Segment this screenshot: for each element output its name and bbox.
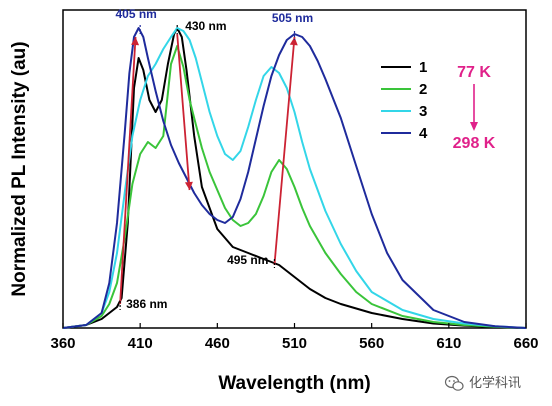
x-ticks: 360 410 460 510 560 610 660 (50, 323, 539, 352)
annotation-label-2: 505 nm (272, 11, 313, 25)
x-tick-label-5: 610 (436, 335, 461, 352)
trend-arrow-2 (273, 36, 298, 266)
y-axis-title: Normalized PL Intensity (au) (9, 41, 30, 296)
x-tick-label-2: 460 (205, 335, 230, 352)
trend-arrow-0 (119, 36, 140, 305)
wechat-icon (444, 375, 464, 391)
series-line-3 (62, 27, 527, 329)
temp-arrow (470, 84, 478, 131)
x-axis-title: Wavelength (nm) (218, 373, 370, 394)
annotation-label-0: 405 nm (115, 7, 156, 21)
legend: 1 2 3 4 77 K 298 K (381, 59, 496, 152)
temp-end-label: 298 K (453, 135, 496, 152)
watermark-text: 化学科讯 (469, 375, 521, 391)
x-tick-label-1: 410 (128, 335, 153, 352)
watermark: 化学科讯 (444, 375, 521, 391)
legend-label-1: 1 (419, 59, 427, 76)
annotation-label-3: 386 nm (126, 297, 167, 311)
series-layer (62, 27, 527, 329)
arrows-layer (119, 33, 298, 305)
plot-frame (62, 9, 527, 329)
x-tick-label-3: 510 (282, 335, 307, 352)
temp-start-label: 77 K (457, 64, 491, 81)
annotation-label-4: 495 nm (227, 253, 268, 267)
legend-label-4: 4 (419, 125, 428, 142)
annotations-layer: 405 nm 430 nm 505 nm 386 nm 495 nm (115, 7, 313, 311)
trend-arrow-1 (176, 33, 193, 191)
series-line-4 (62, 27, 527, 329)
x-tick-label-6: 660 (513, 335, 538, 352)
series-line-2 (62, 45, 527, 329)
legend-label-3: 3 (419, 103, 427, 120)
annotation-label-1: 430 nm (185, 19, 226, 33)
legend-label-2: 2 (419, 81, 427, 98)
x-tick-label-4: 560 (359, 335, 384, 352)
x-tick-label-0: 360 (50, 335, 75, 352)
